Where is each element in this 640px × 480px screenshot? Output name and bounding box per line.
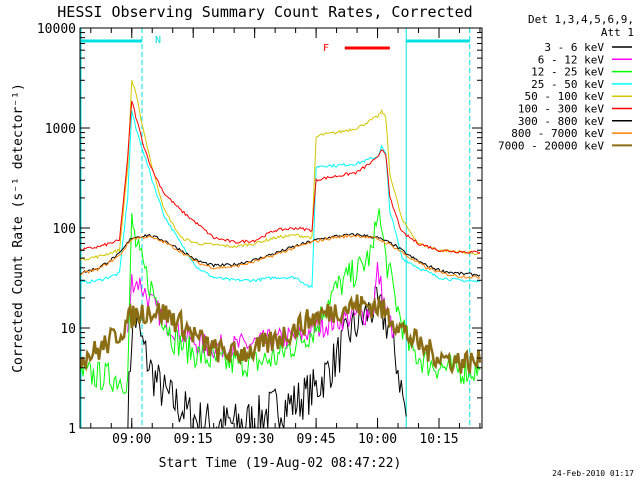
legend-label-7: 800 - 7000 keV (511, 127, 604, 140)
legend-header-line-1: Det 1,3,4,5,6,9, (528, 13, 634, 26)
legend-label-2: 12 - 25 keV (531, 66, 604, 79)
series-line-3 (80, 110, 481, 289)
flare-label: F (323, 43, 329, 54)
x-axis-label: Start Time (19-Aug-02 08:47:22) (159, 456, 402, 471)
legend-label-5: 100 - 300 keV (518, 103, 604, 116)
y-tick-label-3: 1000 (45, 122, 76, 137)
y-axis-label: Corrected Count Rate (s⁻¹ detector⁻¹) (11, 83, 26, 373)
series-line-4 (80, 80, 481, 262)
legend-header-line-2: Att 1 (601, 26, 634, 39)
series-line-7 (80, 234, 481, 279)
series-line-5 (80, 100, 481, 255)
x-tick-label-4: 10:00 (358, 432, 397, 447)
series-group (80, 80, 482, 428)
series-line-0 (127, 286, 407, 428)
x-tick-label-5: 10:15 (419, 432, 458, 447)
series-line-2 (80, 208, 481, 394)
y-tick-label-4: 10000 (37, 22, 76, 37)
x-tick-label-3: 09:45 (297, 432, 336, 447)
x-tick-label-2: 09:30 (235, 432, 274, 447)
legend-label-0: 3 - 6 keV (544, 41, 604, 54)
generation-timestamp: 24-Feb-2010 01:17 (552, 469, 634, 478)
night-label: N (155, 35, 161, 46)
legend-label-4: 50 - 100 keV (525, 90, 605, 103)
legend-label-1: 6 - 12 keV (538, 53, 605, 66)
series-line-1 (127, 262, 395, 360)
y-tick-label-0: 1 (68, 422, 76, 437)
chart-title: HESSI Observing Summary Count Rates, Cor… (57, 3, 472, 21)
legend-label-3: 25 - 50 keV (531, 78, 604, 91)
x-tick-label-1: 09:15 (174, 432, 213, 447)
x-tick-label-0: 09:00 (112, 432, 151, 447)
series-line-8 (80, 294, 482, 375)
y-tick-label-1: 10 (60, 322, 76, 337)
y-tick-label-2: 100 (53, 222, 76, 237)
legend-label-8: 7000 - 20000 keV (498, 139, 604, 152)
legend-label-6: 300 - 800 keV (518, 115, 604, 128)
